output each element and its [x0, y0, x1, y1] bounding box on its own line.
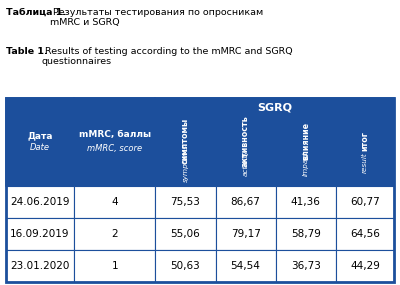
Text: mMRC, score: mMRC, score [87, 144, 142, 154]
Text: активность: активность [241, 115, 250, 167]
Text: mMRC, баллы: mMRC, баллы [78, 131, 151, 139]
Text: 2: 2 [111, 229, 118, 239]
Text: Impact: Impact [303, 150, 309, 176]
Bar [216, 186, 276, 218]
Bar [216, 218, 276, 250]
Text: Таблица 1.: Таблица 1. [6, 8, 66, 17]
Bar [155, 98, 394, 116]
Text: SGRQ: SGRQ [257, 102, 292, 112]
Text: итог: итог [360, 131, 370, 151]
Bar [276, 186, 336, 218]
Text: 44,29: 44,29 [350, 261, 380, 271]
Bar [74, 186, 155, 218]
Text: симптомы: симптомы [181, 118, 190, 164]
Text: Date: Date [30, 144, 50, 152]
Bar [74, 218, 155, 250]
Bar [216, 250, 276, 282]
Text: 23.01.2020: 23.01.2020 [10, 261, 70, 271]
Text: влияние: влияние [301, 122, 310, 160]
Text: Table 1.: Table 1. [6, 47, 48, 56]
Text: 60,77: 60,77 [350, 197, 380, 207]
Text: symptoms: symptoms [182, 144, 188, 182]
Text: Results of testing according to the mMRC and SGRQ
questionnaires: Results of testing according to the mMRC… [42, 47, 293, 66]
Bar [155, 250, 216, 282]
Text: 4: 4 [111, 197, 118, 207]
Bar [276, 218, 336, 250]
Text: Дата: Дата [27, 131, 53, 141]
Bar [155, 186, 216, 218]
Bar [6, 98, 74, 186]
Bar [6, 250, 74, 282]
Text: 16.09.2019: 16.09.2019 [10, 229, 70, 239]
Bar [6, 218, 74, 250]
Bar [216, 116, 276, 186]
Text: 64,56: 64,56 [350, 229, 380, 239]
Bar [6, 186, 74, 218]
Text: 50,63: 50,63 [170, 261, 200, 271]
Text: 41,36: 41,36 [291, 197, 321, 207]
Text: 24.06.2019: 24.06.2019 [10, 197, 70, 207]
Bar [336, 218, 394, 250]
Bar [276, 116, 336, 186]
Text: result: result [362, 153, 368, 173]
Text: 79,17: 79,17 [231, 229, 260, 239]
Bar [336, 186, 394, 218]
Bar [336, 250, 394, 282]
Bar [155, 116, 216, 186]
Bar [74, 98, 155, 186]
Bar [6, 98, 394, 282]
Text: 54,54: 54,54 [231, 261, 260, 271]
Bar [336, 116, 394, 186]
Text: 1: 1 [111, 261, 118, 271]
Text: Результаты тестирования по опросникам
mMRC и SGRQ: Результаты тестирования по опросникам mM… [50, 8, 263, 27]
Text: 55,06: 55,06 [170, 229, 200, 239]
Text: 58,79: 58,79 [291, 229, 321, 239]
Text: 86,67: 86,67 [231, 197, 260, 207]
Text: 75,53: 75,53 [170, 197, 200, 207]
Text: activity: activity [242, 150, 249, 176]
Text: 36,73: 36,73 [291, 261, 321, 271]
Bar [155, 218, 216, 250]
Bar [74, 250, 155, 282]
Bar [276, 250, 336, 282]
